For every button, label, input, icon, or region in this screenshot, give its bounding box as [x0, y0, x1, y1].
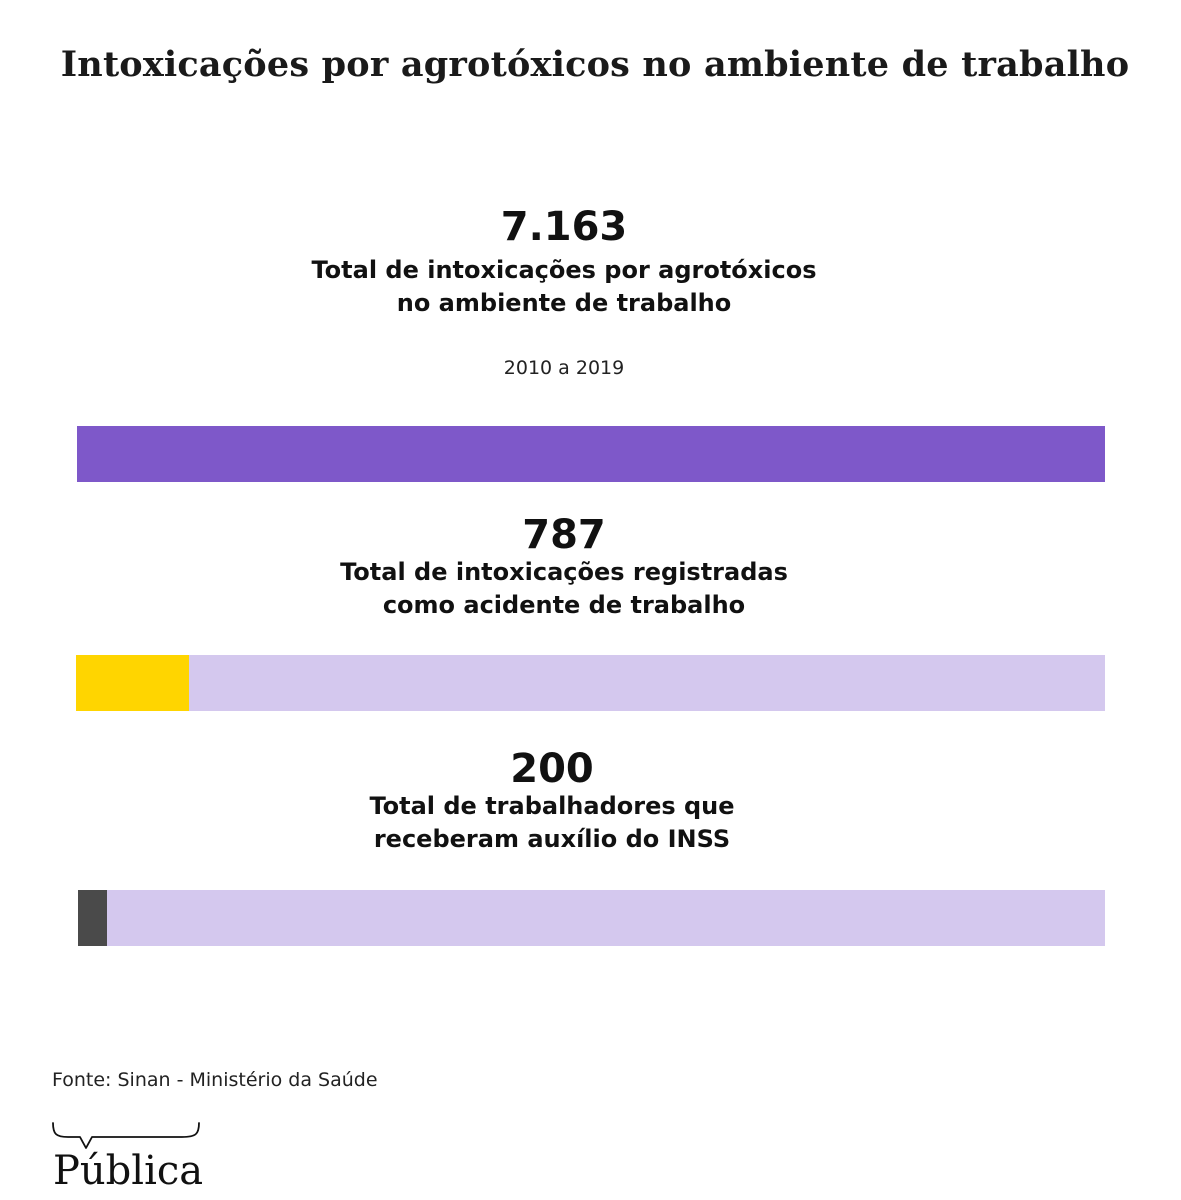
bar-work-accidents — [76, 655, 189, 711]
value-label: 200 — [510, 746, 594, 792]
period-label: 2010 a 2019 — [503, 357, 625, 379]
category-label-line2: receberam auxílio do INSS — [373, 825, 731, 853]
category-label-line1: Total de intoxicações por agrotóxicos — [311, 256, 817, 284]
value-label: 787 — [522, 512, 606, 558]
bar-track-work-accidents — [76, 655, 1105, 711]
logo-text: Pública — [53, 1148, 204, 1194]
bar-inss-benefits — [78, 890, 107, 946]
stat-work-accidents: 787 Total de intoxicações registradas co… — [0, 512, 1128, 622]
value-label: 7.163 — [500, 204, 628, 250]
bar-total-intoxications — [77, 426, 1105, 482]
category-label-line1: Total de trabalhadores que — [369, 792, 735, 820]
category-label-line1: Total de intoxicações registradas — [340, 558, 788, 586]
chart-title: Intoxicações por agrotóxicos no ambiente… — [60, 44, 1130, 85]
bar-track-inss-benefits — [78, 890, 1105, 946]
publica-logo: Pública — [50, 1120, 220, 1195]
source-note: Fonte: Sinan - Ministério da Saúde — [52, 1069, 378, 1091]
stat-total-intoxications: 7.163 Total de intoxicações por agrotóxi… — [0, 204, 1128, 320]
stat-inss-benefits: 200 Total de trabalhadores que receberam… — [0, 746, 1104, 856]
category-label-line2: como acidente de trabalho — [382, 591, 746, 619]
bar-track-total-intoxications — [77, 426, 1105, 482]
speech-bracket-icon — [52, 1122, 200, 1149]
category-label-line2: no ambiente de trabalho — [396, 289, 732, 317]
